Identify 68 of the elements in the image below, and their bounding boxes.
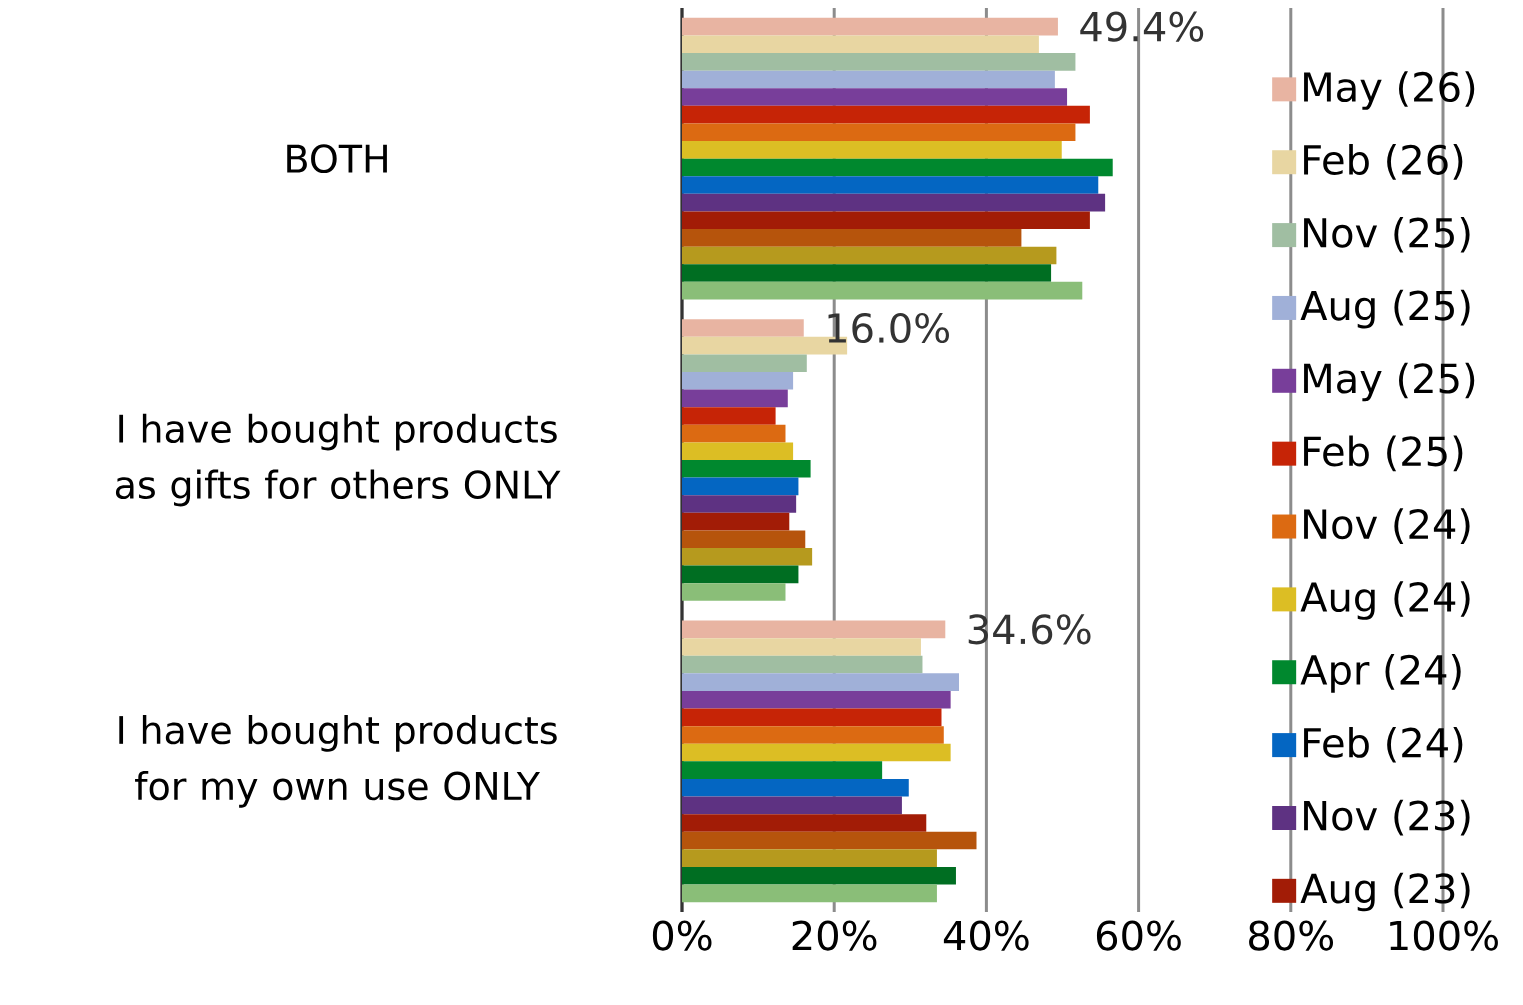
bar: [682, 638, 921, 656]
x-tick-label: 20%: [792, 920, 877, 951]
bar: [682, 141, 1062, 159]
bar: [682, 726, 944, 744]
bar: [682, 884, 937, 903]
legend-label: Nov (24): [1304, 508, 1470, 544]
bar: [682, 477, 799, 496]
x-tick-label: 60%: [1096, 920, 1181, 951]
bar: [682, 264, 1052, 282]
x-tick-label: 80%: [1249, 920, 1334, 951]
legend-label: Aug (25): [1300, 289, 1470, 329]
bar: [682, 53, 1076, 71]
bar: [682, 211, 1090, 230]
bar: [682, 548, 813, 566]
bar: [682, 372, 794, 390]
bar: [682, 105, 1090, 124]
bar: [682, 176, 1099, 194]
legend-label: Feb (25): [1304, 435, 1463, 472]
bar: [682, 495, 797, 513]
bar: [682, 866, 956, 885]
bar: [682, 424, 786, 443]
bar: [682, 460, 811, 478]
legend-label: Nov (23): [1304, 799, 1470, 836]
bar: [682, 673, 959, 691]
y-tick-label: I have bought products for my own use ONLY: [119, 714, 557, 808]
bar: [682, 814, 927, 832]
bar: [682, 389, 788, 408]
bar: [682, 70, 1055, 89]
bar: [682, 246, 1057, 265]
bar: [682, 831, 977, 850]
bar: [682, 229, 1022, 247]
bar: [682, 708, 942, 727]
legend-label: Feb (26): [1304, 144, 1463, 180]
bar: [682, 655, 923, 674]
bar: [682, 123, 1076, 142]
bar: [682, 565, 799, 584]
bar: [682, 407, 776, 425]
bar: [682, 530, 806, 548]
legend-label: Nov (25): [1304, 216, 1470, 253]
x-tick-label: 100%: [1390, 920, 1498, 951]
bar: [682, 17, 1058, 36]
legend-label: Aug (24): [1300, 581, 1470, 620]
bar: [682, 690, 951, 709]
bar: [682, 158, 1113, 177]
bar: [682, 778, 909, 797]
legend-label: May (26): [1304, 71, 1475, 110]
bar: [682, 849, 937, 867]
y-tick-label: BOTH: [287, 144, 387, 174]
legend-label: Feb (24): [1304, 726, 1463, 763]
legend-label: Aug (23): [1300, 872, 1470, 912]
legend-label: Apr (24): [1300, 654, 1461, 693]
bar: [682, 442, 794, 460]
bar: [682, 512, 790, 531]
bar: [682, 796, 902, 815]
y-tick-label: I have bought products as gifts for others ONLY: [115, 413, 561, 507]
bar: [682, 583, 786, 601]
x-tick-label: 40%: [943, 920, 1029, 951]
bar: [682, 193, 1106, 212]
bar: [682, 620, 946, 639]
bar: [682, 319, 804, 337]
bar: [682, 35, 1039, 54]
x-tick-label: 0%: [652, 920, 712, 951]
bar: [682, 743, 951, 762]
bar: [682, 761, 883, 779]
bar: [682, 88, 1068, 106]
legend-label: May (25): [1304, 362, 1475, 402]
bar: [682, 281, 1083, 300]
bar: [682, 354, 807, 372]
